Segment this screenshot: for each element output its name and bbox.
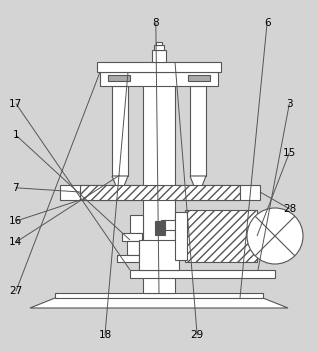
Polygon shape <box>30 298 288 308</box>
Bar <box>155 221 165 235</box>
Text: 3: 3 <box>286 99 293 108</box>
Bar <box>80 185 240 200</box>
Bar <box>112 86 128 176</box>
Bar <box>156 42 162 45</box>
Bar <box>100 72 218 86</box>
Text: 8: 8 <box>153 18 159 28</box>
Text: 28: 28 <box>283 204 296 214</box>
Text: 27: 27 <box>9 286 23 296</box>
Text: 29: 29 <box>190 330 204 340</box>
Text: 7: 7 <box>13 183 19 193</box>
Text: 6: 6 <box>264 18 270 28</box>
Bar <box>143 85 175 293</box>
Polygon shape <box>190 176 206 196</box>
Polygon shape <box>112 176 128 196</box>
Bar <box>127 241 139 255</box>
Text: 15: 15 <box>283 148 296 158</box>
Text: 17: 17 <box>9 99 23 108</box>
Bar <box>185 210 257 262</box>
Circle shape <box>247 208 303 264</box>
Bar <box>117 255 139 262</box>
Bar <box>152 50 166 62</box>
Text: 16: 16 <box>9 216 23 226</box>
Bar <box>55 293 263 298</box>
Bar <box>130 215 143 233</box>
Bar <box>190 86 206 176</box>
Bar <box>108 75 130 81</box>
Bar <box>188 75 210 81</box>
Bar <box>175 212 187 260</box>
Bar <box>60 185 80 200</box>
Bar <box>122 233 142 241</box>
Bar <box>175 215 189 235</box>
Text: 1: 1 <box>13 130 19 140</box>
Text: 14: 14 <box>9 237 23 247</box>
Bar <box>240 185 260 200</box>
Bar <box>154 45 164 50</box>
Bar <box>130 270 275 278</box>
Bar <box>161 220 175 230</box>
Text: 18: 18 <box>98 330 112 340</box>
Bar <box>97 62 221 72</box>
Bar <box>139 240 179 270</box>
